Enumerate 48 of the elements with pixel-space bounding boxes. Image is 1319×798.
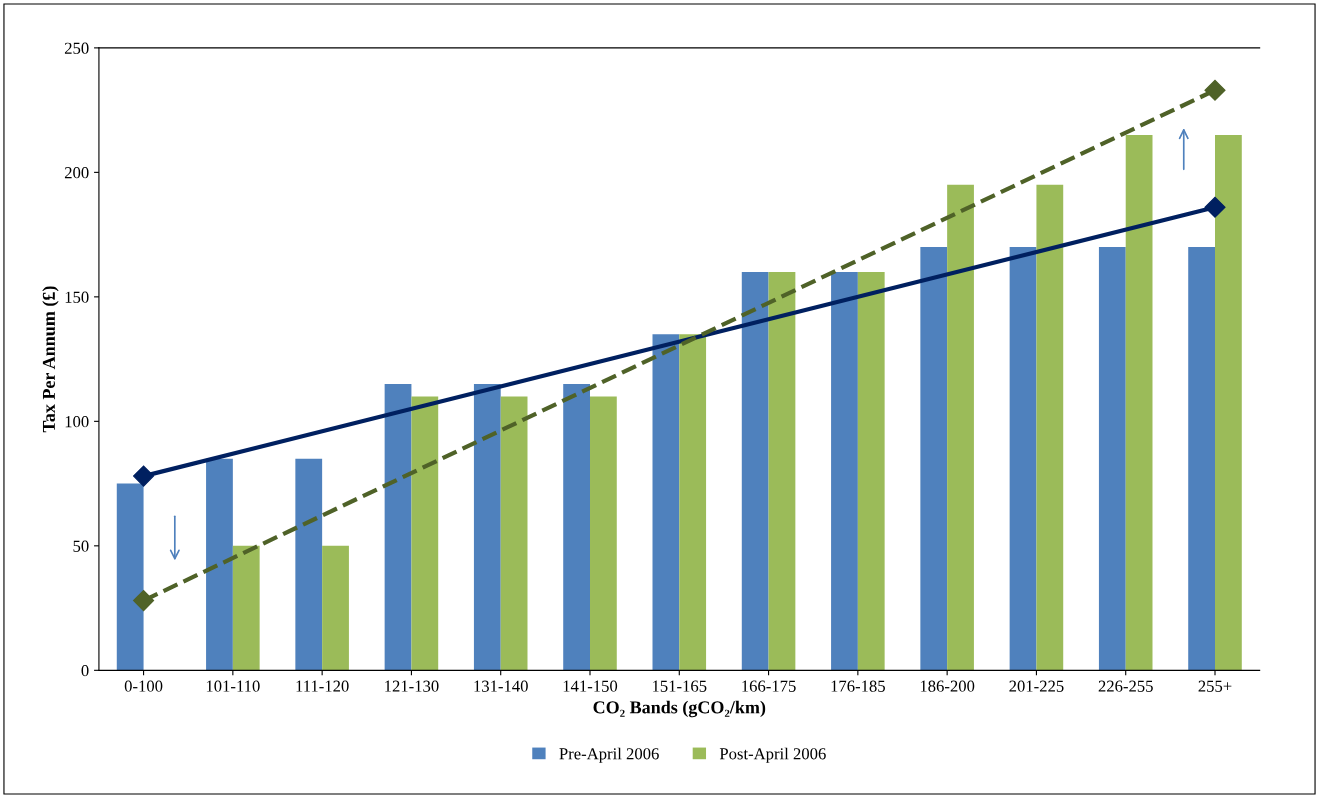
y-axis-title: Tax Per Annum (£) <box>42 286 59 433</box>
y-tick-label: 100 <box>65 416 89 428</box>
bar <box>947 184 974 671</box>
bar <box>232 545 260 671</box>
bar <box>1009 247 1037 671</box>
x-tick-label: 121-130 <box>385 680 439 692</box>
x-tick-label: 101-110 <box>206 680 260 692</box>
x-tick-label: 111-120 <box>296 680 349 692</box>
y-tick-label: 150 <box>65 291 89 303</box>
bar <box>1125 135 1153 671</box>
bar <box>500 396 528 671</box>
x-tick-label: 151-165 <box>652 680 707 692</box>
bar <box>295 458 323 671</box>
bar <box>1036 184 1064 671</box>
x-tick-label: 166-175 <box>742 680 796 692</box>
y-tick-label: 0 <box>81 665 89 677</box>
x-tick-label: 255+ <box>1198 680 1232 692</box>
x-tick-label: 226-255 <box>1098 680 1153 692</box>
bar <box>920 247 948 671</box>
x-tick-label: 201-225 <box>1009 680 1064 692</box>
x-tick-label: 176-185 <box>831 680 885 692</box>
bar <box>1188 247 1215 671</box>
legend-label: Post-April 2006 <box>719 747 826 763</box>
y-tick-label: 200 <box>64 167 89 179</box>
y-tick-label: 250 <box>64 42 89 54</box>
bar <box>206 458 233 671</box>
bar <box>652 334 680 671</box>
legend-label: Pre-April 2006 <box>559 747 659 763</box>
bar <box>768 271 796 671</box>
y-tick-label: 50 <box>73 540 89 552</box>
bar <box>857 271 885 671</box>
bar <box>116 483 144 671</box>
bar <box>831 271 858 671</box>
x-tick-label: 141-150 <box>563 680 618 692</box>
x-tick-label: 0-100 <box>124 680 163 692</box>
x-tick-label: 131-140 <box>474 680 528 692</box>
bar <box>473 384 501 671</box>
bar <box>322 545 349 671</box>
bar <box>679 334 707 671</box>
bar <box>590 396 617 671</box>
x-axis-title: CO₂ Bands (gCO₂/km) <box>593 700 766 718</box>
bar <box>384 384 412 671</box>
bar <box>563 384 590 671</box>
bar <box>1098 247 1126 671</box>
x-tick-label: 186-200 <box>920 680 975 692</box>
bar <box>1215 135 1242 671</box>
bar <box>411 396 439 671</box>
bar <box>741 271 769 671</box>
